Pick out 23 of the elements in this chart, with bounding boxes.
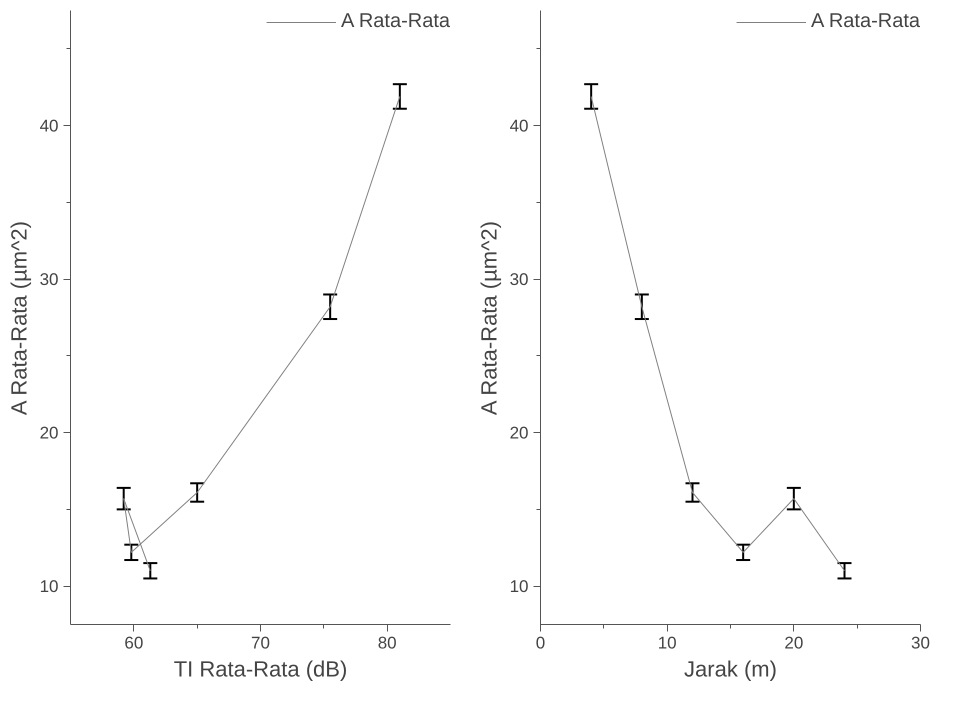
- x-tick-label: 30: [911, 634, 930, 652]
- x-tick-label: 80: [378, 634, 397, 652]
- y-tick-label: 10: [510, 577, 529, 596]
- line-series: [590, 96, 845, 572]
- y-tick-label: 40: [510, 116, 529, 136]
- y-tick-label: 10: [40, 577, 59, 596]
- y-tick-label: 40: [40, 116, 59, 136]
- y-tick-label: 30: [40, 270, 59, 290]
- x-tick-label: 20: [784, 634, 804, 652]
- y-tick-label: 30: [510, 270, 529, 290]
- x-axis-title: TI Rata-Rata (dB): [174, 656, 348, 682]
- line-series: [123, 96, 400, 572]
- x-tick-label: 60: [124, 634, 144, 652]
- y-axis-title: A Rata-Rata (µm^2): [476, 221, 502, 416]
- y-tick-label: 20: [40, 424, 59, 443]
- x-tick-label: 10: [658, 634, 677, 652]
- legend-label: A Rata-Rata: [811, 10, 920, 33]
- legend-label: A Rata-Rata: [341, 10, 450, 33]
- y-tick-label: 20: [510, 424, 529, 443]
- x-axis-title: Jarak (m): [684, 656, 777, 682]
- y-axis-title: A Rata-Rata (µm^2): [6, 221, 32, 416]
- x-tick-label: 0: [536, 634, 546, 652]
- x-tick-label: 70: [251, 634, 270, 652]
